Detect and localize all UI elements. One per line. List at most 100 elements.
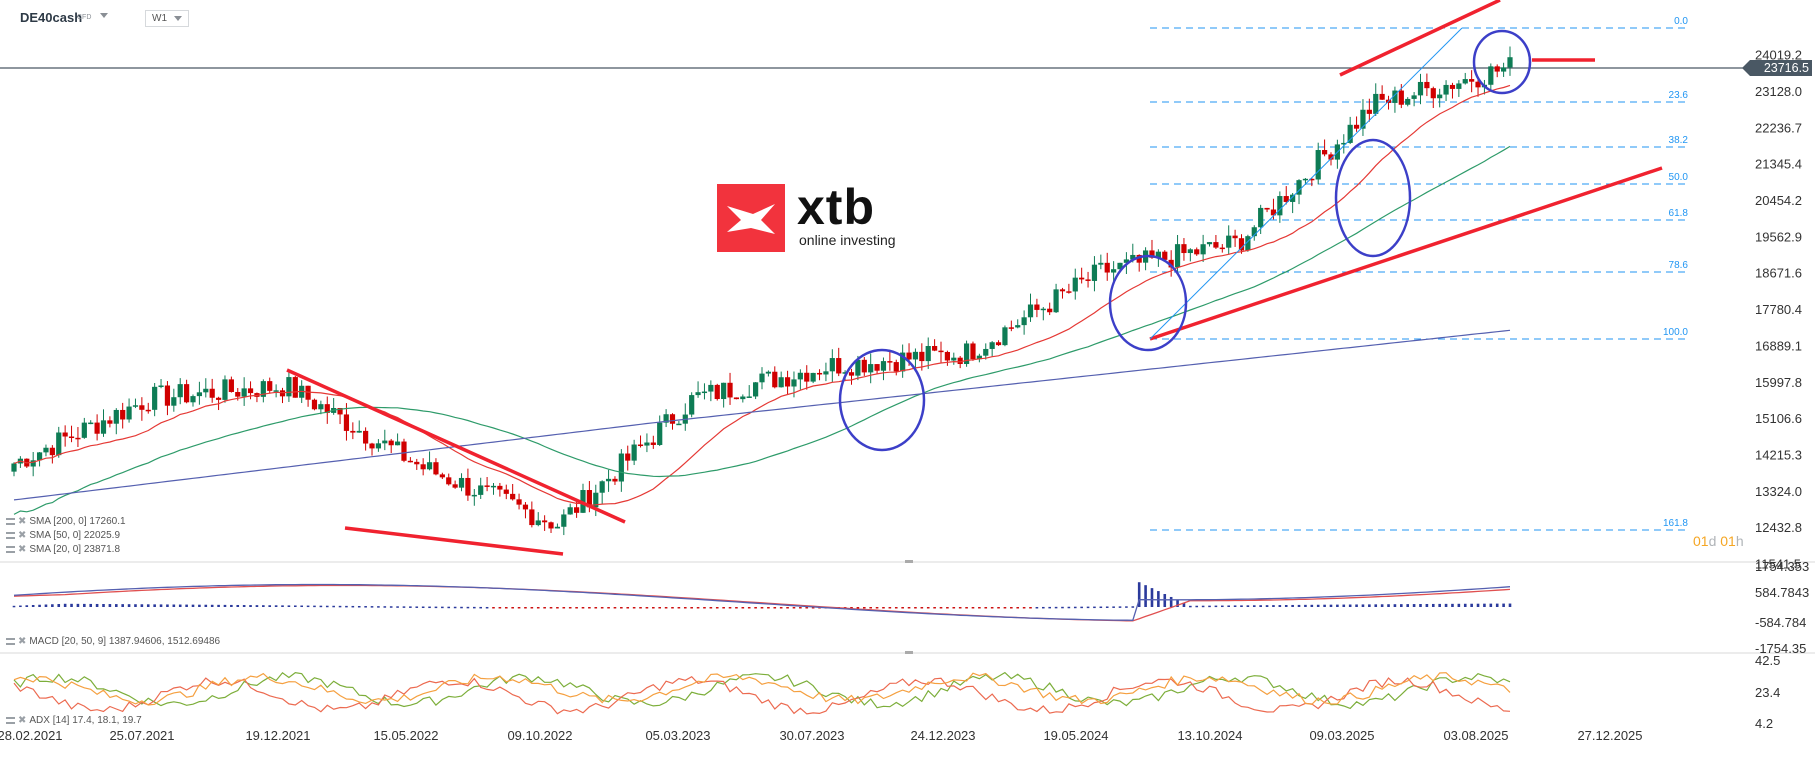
date-axis-label: 05.03.2023 (645, 728, 710, 743)
symbol-type: CFD (77, 14, 92, 21)
settings-icon[interactable] (6, 531, 15, 539)
price-axis-label: 21345.4 (1755, 157, 1802, 172)
sma50-line (13, 145, 1511, 515)
date-axis-label: 09.03.2025 (1309, 728, 1374, 743)
legend-sma50-label: SMA [50, 0] 22025.9 (29, 530, 121, 541)
candle-countdown: 01d 01h (1693, 533, 1744, 549)
timeframe-select[interactable]: W1 (145, 10, 189, 27)
date-axis-label: 09.10.2022 (507, 728, 572, 743)
fib-level-label: 50.0 (1669, 172, 1689, 183)
xtb-logo: xtb online investing (717, 179, 897, 254)
price-axis-label: 16889.1 (1755, 338, 1802, 353)
legend-sma50[interactable]: ✖ SMA [50, 0] 22025.9 (6, 530, 120, 541)
highlight-ellipse (838, 348, 926, 452)
price-axis-label: 12432.8 (1755, 520, 1802, 535)
close-icon[interactable]: ✖ (18, 715, 27, 726)
date-axis-label: 27.12.2025 (1577, 728, 1642, 743)
sma200-line (13, 329, 1511, 501)
chevron-down-icon (174, 16, 182, 21)
price-axis-label: 17780.4 (1755, 302, 1802, 317)
price-axis-label: 15106.6 (1755, 411, 1802, 426)
legend-macd[interactable]: ✖ MACD [20, 50, 9] 1387.94606, 1512.69486 (6, 636, 220, 647)
settings-icon[interactable] (6, 545, 15, 553)
fib-level-label: 23.6 (1669, 90, 1689, 101)
price-axis-label: 18671.6 (1755, 266, 1802, 281)
fib-level-label: 161.8 (1663, 518, 1688, 529)
date-axis-label: 03.08.2025 (1443, 728, 1508, 743)
price-axis-label: 15997.8 (1755, 375, 1802, 390)
sma20-line (13, 84, 1511, 506)
symbol-name[interactable]: DE40cash (20, 10, 83, 25)
adx-axis-label: 4.2 (1755, 716, 1773, 731)
close-icon[interactable]: ✖ (18, 516, 27, 527)
pane-resize-handle (905, 560, 913, 563)
fib-level-label: 61.8 (1669, 208, 1689, 219)
countdown-days-unit: d (1708, 533, 1717, 549)
date-axis-label: 19.12.2021 (245, 728, 310, 743)
countdown-days: 01 (1693, 533, 1709, 549)
trendline (286, 368, 626, 524)
price-axis-label: 19562.9 (1755, 229, 1802, 244)
legend-sma200-label: SMA [200, 0] 17260.1 (29, 516, 126, 527)
current-price-tag: 23716.5 (1742, 60, 1812, 76)
countdown-hours: 01 (1720, 533, 1736, 549)
settings-icon[interactable] (6, 716, 15, 724)
symbol-dropdown-icon[interactable] (100, 13, 108, 18)
legend-sma200[interactable]: ✖ SMA [200, 0] 17260.1 (6, 516, 126, 527)
fib-anchor-line (1149, 27, 1463, 340)
macd-line (13, 583, 1511, 621)
macd-histogram (12, 582, 1512, 609)
highlight-ellipse (1472, 29, 1532, 95)
adx-axis-label: 23.4 (1755, 685, 1780, 700)
legend-sma20[interactable]: ✖ SMA [20, 0] 23871.8 (6, 544, 120, 555)
xtb-logo-text: xtb (797, 179, 875, 235)
highlight-ellipse (1108, 254, 1188, 352)
fib-level-label: 0.0 (1674, 16, 1688, 27)
countdown-hours-unit: h (1735, 533, 1744, 549)
macd-axis-label: -1754.35 (1755, 641, 1806, 656)
adx-di-plus-line (13, 671, 1511, 710)
date-axis-label: 24.12.2023 (910, 728, 975, 743)
trendline (344, 526, 564, 556)
chart-header: DE40cash CFD W1 (0, 0, 1815, 36)
adx-axis-label: 42.5 (1755, 653, 1780, 668)
price-axis-label: 11541.5 (1755, 556, 1801, 571)
close-icon[interactable]: ✖ (18, 544, 27, 555)
macd-axis-label: 1754.353 (1755, 559, 1809, 574)
highlight-ellipse (1334, 138, 1412, 258)
pane-resize-handle (905, 651, 913, 654)
date-axis-label: 28.02.2021 (0, 728, 63, 743)
date-axis-label: 19.05.2024 (1043, 728, 1108, 743)
price-axis-label: 22236.7 (1755, 120, 1802, 135)
trendline (1149, 166, 1663, 341)
date-axis-label: 13.10.2024 (1177, 728, 1242, 743)
legend-sma20-label: SMA [20, 0] 23871.8 (29, 544, 121, 555)
settings-icon[interactable] (6, 637, 15, 645)
fib-level-label: 78.6 (1669, 260, 1689, 271)
macd-axis-label: -584.784 (1755, 615, 1806, 630)
legend-macd-label: MACD [20, 50, 9] 1387.94606, 1512.69486 (29, 636, 221, 647)
adx-line (13, 672, 1511, 706)
macd-signal-line (13, 584, 1511, 622)
settings-icon[interactable] (6, 517, 15, 525)
fib-level-label: 38.2 (1669, 135, 1689, 146)
price-axis-label: 14215.3 (1755, 447, 1802, 462)
xtb-logo-tagline: online investing (799, 232, 896, 248)
adx-di-minus-line (13, 675, 1511, 715)
macd-axis-label: 584.7843 (1755, 585, 1809, 600)
candles-group (11, 46, 1513, 536)
legend-adx[interactable]: ✖ ADX [14] 17.4, 18.1, 19.7 (6, 715, 142, 726)
date-axis-label: 25.07.2021 (109, 728, 174, 743)
legend-adx-label: ADX [14] 17.4, 18.1, 19.7 (29, 715, 142, 726)
price-axis-label: 24019.2 (1755, 48, 1802, 63)
timeframe-value: W1 (152, 13, 167, 24)
price-axis-label: 23128.0 (1755, 84, 1802, 99)
xtb-logo-mark (717, 184, 785, 252)
fib-level-label: 100.0 (1663, 327, 1688, 338)
price-axis-label: 20454.2 (1755, 193, 1802, 208)
close-icon[interactable]: ✖ (18, 530, 27, 541)
close-icon[interactable]: ✖ (18, 636, 27, 647)
trendline (1339, 0, 1501, 77)
price-axis-label: 13324.0 (1755, 484, 1802, 499)
